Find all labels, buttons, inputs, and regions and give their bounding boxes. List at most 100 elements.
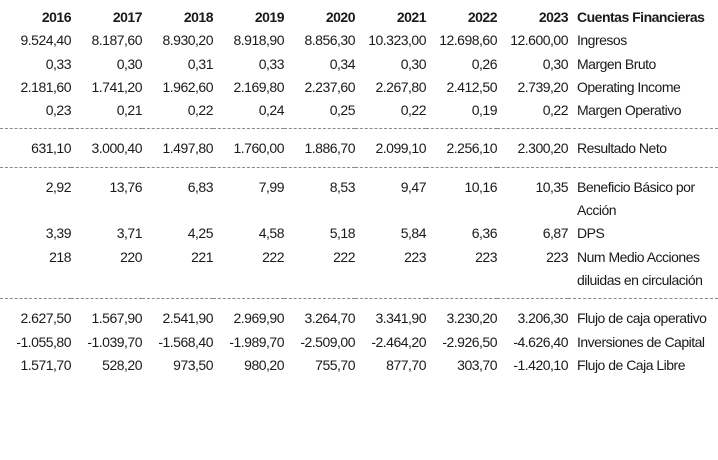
row-label: Flujo de caja operativo [568, 298, 718, 331]
table-row: 0,33 0,30 0,31 0,33 0,34 0,30 0,26 0,30 Margen B… [0, 53, 718, 76]
value-cell: 2.237,60 [304, 78, 356, 95]
value-cell: -1.039,70 [87, 333, 142, 350]
value-cell: 528,20 [102, 356, 142, 373]
value-cell: 3.341,90 [355, 298, 427, 331]
value-cell: 3,71 [116, 225, 143, 242]
value-cell: 0,30 [542, 55, 569, 72]
value-cell: 973,50 [173, 356, 213, 373]
value-cell: 4,25 [187, 225, 214, 242]
table-row: 3,39 3,71 4,25 4,58 5,18 5,84 6,36 6,87 DPS [0, 222, 718, 245]
value-cell: 303,70 [457, 356, 497, 373]
label-header: Cuentas Financieras [577, 9, 705, 25]
year-header: 2021 [396, 9, 427, 25]
table-row: 2,92 13,76 6,83 7,99 8,53 9,47 10,16 10,35 Benef… [0, 166, 718, 223]
value-cell: 8.187,60 [91, 32, 143, 49]
value-cell: 2.169,80 [233, 78, 285, 95]
value-cell: -4.626,40 [513, 333, 568, 350]
value-cell: 223 [475, 248, 497, 265]
value-cell: 0,33 [45, 55, 72, 72]
value-cell: 2.267,80 [375, 78, 427, 95]
row-label: DPS [577, 225, 605, 242]
value-cell: 2.541,90 [142, 298, 214, 331]
value-cell: -1.989,70 [229, 333, 284, 350]
value-cell: 0,23 [45, 102, 72, 119]
row-label: Ingresos [577, 32, 627, 49]
value-cell: 0,24 [258, 102, 285, 119]
table-row: 2.627,50 1.567,90 2.541,90 2.969,90 3.264,70… [0, 298, 718, 331]
row-label: Inversiones de Capital [577, 333, 705, 350]
table-body: 9.524,40 8.187,60 8.930,20 8.918,90 8.856,30… [0, 29, 718, 377]
table-row: 218 220 221 222 222 223 223 223 Num Medio Accion… [0, 246, 718, 293]
value-cell: 3.000,40 [71, 128, 143, 161]
value-cell: 631,10 [0, 128, 72, 161]
year-header: 2019 [254, 9, 285, 25]
header-row: 2016 2017 2018 2019 2020 2021 2022 2023 … [0, 0, 718, 29]
value-cell: 0,22 [542, 102, 569, 119]
value-cell: 7,99 [213, 166, 285, 223]
row-label: Beneficio Básico por Acción [568, 166, 718, 223]
value-cell: 2.256,10 [426, 128, 498, 161]
row-label: Num Medio Acciones diluidas en circulaci… [577, 248, 703, 288]
value-cell: 13,76 [71, 166, 143, 223]
value-cell: 2.300,20 [497, 128, 569, 161]
value-cell: 0,26 [471, 55, 498, 72]
value-cell: 8.856,30 [304, 32, 356, 49]
value-cell: 1.571,70 [20, 356, 72, 373]
value-cell: 9,47 [355, 166, 427, 223]
value-cell: 2.181,60 [20, 78, 72, 95]
value-cell: 0,25 [329, 102, 356, 119]
value-cell: 10,35 [497, 166, 569, 223]
year-header: 2016 [41, 9, 72, 25]
value-cell: 877,70 [386, 356, 426, 373]
table-row: 9.524,40 8.187,60 8.930,20 8.918,90 8.856,30… [0, 29, 718, 52]
year-header: 2023 [538, 9, 569, 25]
value-cell: 1.497,80 [142, 128, 214, 161]
value-cell: 12.600,00 [510, 32, 568, 49]
value-cell: 1.760,00 [213, 128, 285, 161]
row-label: Margen Bruto [577, 55, 656, 72]
table-row: 2.181,60 1.741,20 1.962,60 2.169,80 2.237,60… [0, 76, 718, 99]
value-cell: 10,16 [426, 166, 498, 223]
year-header: 2017 [112, 9, 143, 25]
table-row: 631,10 3.000,40 1.497,80 1.760,00 1.886,70 2.… [0, 128, 718, 161]
table-row: -1.055,80 -1.039,70 -1.568,40 -1.989,70 -2.5… [0, 331, 718, 354]
value-cell: 0,33 [258, 55, 285, 72]
value-cell: 8.918,90 [233, 32, 285, 49]
value-cell: 8.930,20 [162, 32, 214, 49]
value-cell: 2.627,50 [0, 298, 72, 331]
value-cell: 2.099,10 [355, 128, 427, 161]
value-cell: 222 [262, 248, 284, 265]
value-cell: 5,18 [329, 225, 356, 242]
value-cell: 8,53 [284, 166, 356, 223]
row-label: Resultado Neto [568, 128, 718, 161]
value-cell: 0,22 [187, 102, 214, 119]
value-cell: 1.886,70 [284, 128, 356, 161]
value-cell: 0,19 [471, 102, 498, 119]
value-cell: 0,22 [400, 102, 427, 119]
value-cell: 12.698,60 [439, 32, 497, 49]
value-cell: 755,70 [315, 356, 355, 373]
value-cell: 0,21 [116, 102, 143, 119]
value-cell: -1.420,10 [513, 356, 568, 373]
value-cell: 10.323,00 [368, 32, 426, 49]
year-header: 2022 [467, 9, 498, 25]
value-cell: 223 [404, 248, 426, 265]
value-cell: 9.524,40 [20, 32, 72, 49]
year-header: 2018 [183, 9, 214, 25]
value-cell: 1.741,20 [91, 78, 143, 95]
value-cell: -1.568,40 [158, 333, 213, 350]
row-label: Margen Operativo [577, 102, 682, 119]
row-label: Operating Income [577, 78, 681, 95]
value-cell: 980,20 [244, 356, 284, 373]
value-cell: 221 [191, 248, 213, 265]
value-cell: 5,84 [400, 225, 427, 242]
value-cell: 3,39 [45, 225, 72, 242]
value-cell: 220 [120, 248, 142, 265]
financial-table: 2016 2017 2018 2019 2020 2021 2022 2023 … [0, 0, 718, 377]
value-cell: 4,58 [258, 225, 285, 242]
table-row: 1.571,70 528,20 973,50 980,20 755,70 877,70 30… [0, 354, 718, 377]
value-cell: 6,87 [542, 225, 569, 242]
value-cell: 2,92 [0, 166, 72, 223]
value-cell: 2.412,50 [446, 78, 498, 95]
value-cell: 0,30 [400, 55, 427, 72]
